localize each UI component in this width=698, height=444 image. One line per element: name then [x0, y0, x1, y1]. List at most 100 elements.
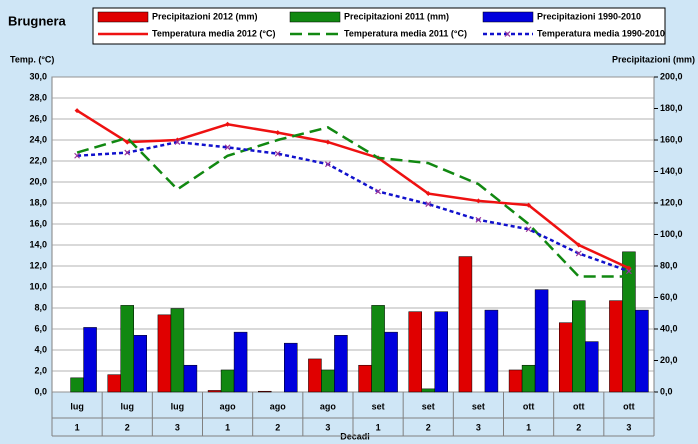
y-tick-label: 22,0 [29, 155, 47, 165]
bar [321, 369, 335, 393]
y-tick-label: 8,0 [34, 302, 47, 312]
bar [421, 388, 435, 393]
y-tick-label: 26,0 [29, 113, 47, 123]
marker [625, 268, 632, 275]
marker [526, 202, 532, 208]
x-tick-label: lug [171, 401, 185, 411]
y-tick-label: 12,0 [29, 260, 47, 270]
y-tick-label: 16,0 [29, 218, 47, 228]
bar [258, 390, 272, 393]
legend-label: Temperatura media 2012 (°C) [152, 28, 275, 38]
x-sub-label: 2 [275, 422, 280, 432]
x-tick-label: ott [573, 401, 585, 411]
plot-area [51, 76, 655, 393]
bar [434, 311, 448, 393]
legend-label: Precipitazioni 1990-2010 [537, 11, 641, 21]
y-tick-label: 10,0 [29, 281, 47, 291]
marker [475, 198, 481, 204]
y2-tick-label: 80,0 [660, 260, 678, 270]
x-tick-label: ago [270, 401, 287, 411]
line [77, 140, 630, 273]
x-tick-label: ago [320, 401, 337, 411]
y2-axis-title: Precipitazioni (mm) [612, 54, 695, 64]
bar [170, 308, 185, 393]
bar [585, 341, 599, 393]
bar [70, 377, 84, 393]
legend [92, 7, 666, 45]
y2-tick-label: 20,0 [660, 355, 678, 365]
x-sub-label: 3 [175, 422, 180, 432]
x-tick-label: ott [623, 401, 635, 411]
marker [275, 130, 281, 136]
x-sub-label: 1 [75, 422, 80, 432]
bar [458, 256, 473, 393]
y-tick-label: 18,0 [29, 197, 47, 207]
marker [525, 226, 532, 233]
bar [609, 300, 623, 393]
y-tick-label: 14,0 [29, 239, 47, 249]
bar [534, 289, 549, 393]
marker [325, 139, 331, 145]
y2-tick-label: 0,0 [660, 386, 673, 396]
marker [576, 242, 582, 248]
marker [375, 188, 382, 195]
bar [635, 309, 649, 393]
y-axis-title: Temp. (°C) [10, 54, 54, 64]
bar [371, 305, 385, 393]
y2-tick-label: 180,0 [660, 103, 683, 113]
y2-tick-label: 200,0 [660, 71, 683, 81]
bar [521, 364, 536, 393]
marker [425, 191, 431, 197]
x-sub-label: 1 [225, 422, 230, 432]
bar [207, 390, 222, 393]
bar [120, 305, 134, 393]
marker [224, 144, 231, 151]
marker [575, 250, 582, 257]
x-sub-label: 2 [426, 422, 431, 432]
x-tick-label: lug [121, 401, 135, 411]
legend-label: Precipitazioni 2011 (mm) [344, 11, 449, 21]
bar [233, 331, 248, 393]
legend-swatch [289, 11, 341, 23]
bar [384, 331, 398, 393]
marker [425, 201, 432, 207]
x-tick-label: lug [70, 401, 84, 411]
bar [559, 322, 573, 393]
legend-swatch [482, 11, 534, 23]
y2-tick-label: 40,0 [660, 323, 678, 333]
y2-tick-label: 100,0 [660, 229, 683, 239]
legend-label: Precipitazioni 2012 (mm) [152, 11, 258, 21]
bar [220, 369, 235, 393]
bar [508, 369, 523, 393]
marker [124, 149, 131, 156]
x-sub-label: 3 [325, 422, 330, 432]
y-tick-label: 0,0 [34, 386, 47, 396]
y-tick-label: 6,0 [34, 323, 47, 333]
y-tick-label: 24,0 [29, 134, 47, 144]
x-sub-label: 2 [125, 422, 130, 432]
x-tick-label: set [422, 401, 435, 411]
bar [484, 309, 499, 393]
y-tick-label: 30,0 [29, 71, 47, 81]
bar [284, 342, 298, 393]
x-tick-label: ago [220, 401, 237, 411]
bar [107, 374, 121, 393]
y2-tick-label: 140,0 [660, 166, 683, 176]
bar [408, 311, 422, 393]
legend-marker [504, 31, 511, 37]
bar [358, 364, 372, 393]
bar [157, 314, 172, 393]
legend-swatch [97, 11, 149, 23]
marker [475, 216, 482, 223]
marker [74, 108, 80, 114]
y-tick-label: 2,0 [34, 365, 47, 375]
y2-tick-label: 120,0 [660, 197, 683, 207]
y2-tick-label: 60,0 [660, 292, 678, 302]
bar [334, 335, 348, 393]
x-tick-label: set [372, 401, 385, 411]
bar [622, 251, 636, 393]
x-tick-label: ott [523, 401, 535, 411]
legend-label: Temperatura media 1990-2010 [537, 28, 665, 38]
bar [133, 335, 147, 393]
